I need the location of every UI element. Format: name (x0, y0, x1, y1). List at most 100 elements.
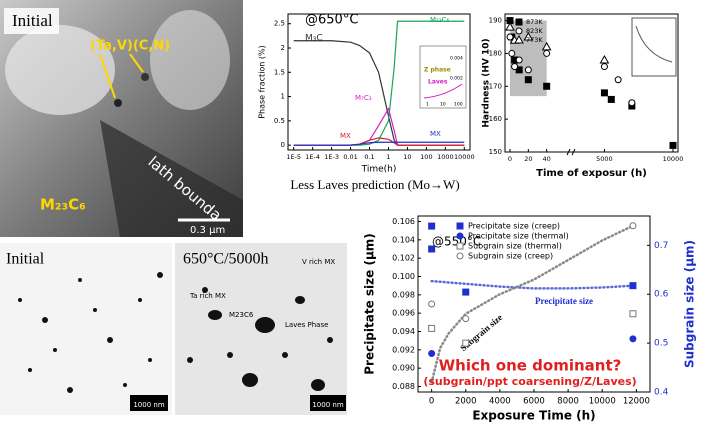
caption: Less Laves prediction (Mo→W) (290, 177, 459, 192)
x-tick-label: 0.01 (343, 153, 357, 161)
y-axis-label: Hardness (HV 10) (482, 38, 492, 127)
x-axis-label: Time of exposur (h) (536, 168, 647, 179)
y2-tick-label: 0.5 (654, 339, 668, 349)
x-tick-label: 40 (543, 155, 551, 163)
y-tick-label: 0.106 (392, 217, 415, 226)
y-tick-label: 0.090 (392, 364, 415, 373)
y2-tick-label: 0.6 (654, 290, 669, 300)
marker (614, 76, 622, 84)
y-tick-label: 150 (489, 148, 502, 156)
y2-tick-label: 0.7 (654, 241, 668, 251)
fit-label: Precipitate size (535, 296, 593, 306)
x-tick-label: 4000 (489, 397, 511, 407)
x-tick-label: 10000 (589, 397, 616, 407)
inset-text: 0.004 (450, 56, 463, 62)
fit-line (430, 224, 635, 384)
annotation: (Ta,V)(C,N) (90, 39, 170, 54)
legend-marker (456, 242, 464, 250)
marker (428, 324, 436, 332)
x-tick-label: 10000 (663, 155, 684, 163)
marker (524, 76, 532, 84)
inset-text: Laves (428, 79, 448, 86)
marker (428, 222, 436, 230)
x-tick-label: 100 (420, 153, 432, 161)
marker (541, 41, 552, 51)
marker (629, 222, 637, 230)
x-tick-label: 1000 (437, 153, 454, 161)
inset-curve (635, 25, 673, 63)
y-tick-label: 0.5 (274, 117, 285, 125)
y-tick-label: 1.5 (274, 68, 285, 76)
series-label: M₂₃C₆ (430, 16, 450, 24)
marker (515, 56, 523, 64)
marker (629, 310, 637, 318)
marker (462, 315, 470, 323)
sem-image: Initial 1000 nm (0, 243, 172, 415)
marker (669, 141, 677, 149)
legend-label: Subgrain size (thermal) (468, 242, 562, 251)
inset-text: 1 (426, 102, 429, 108)
marker (600, 89, 608, 97)
marker (428, 245, 436, 253)
image-label: Initial (12, 11, 53, 30)
marker (629, 335, 637, 343)
legend-marker (456, 252, 464, 260)
legend-label: Subgrain size (creep) (468, 252, 553, 261)
marker (543, 82, 551, 90)
sem-image: 650°C/5000h V rich MX Ta rich MX M23C6 L… (175, 243, 347, 415)
marker (515, 66, 523, 74)
y2-tick-label: 0.4 (654, 388, 669, 398)
x-axis-label: Time(h) (361, 165, 397, 175)
inset-curve (423, 83, 463, 99)
marker (629, 282, 637, 290)
annotation: M₂₃C₆ (40, 196, 86, 214)
y-tick-label: 0 (281, 141, 285, 149)
y-tick-label: 0.094 (392, 327, 415, 336)
y-tick-label: 0.088 (392, 382, 415, 391)
y-tick-label: 0.100 (392, 272, 415, 281)
x-tick-label: 20 (524, 155, 532, 163)
plot-frame (287, 13, 471, 151)
marker (599, 54, 610, 64)
legend-label: 773K (526, 36, 543, 44)
plot-frame (504, 13, 679, 153)
y-tick-label: 0.096 (392, 309, 415, 318)
inset (631, 17, 677, 77)
annotation: Laves Phase (285, 321, 328, 329)
chart-title: @550°C (432, 235, 481, 249)
x-tick-label: 1E-3 (324, 153, 339, 161)
y-tick-label: 1 (281, 93, 285, 101)
x-tick-label: 0 (508, 155, 512, 163)
y-tick-label: 0.098 (392, 290, 415, 299)
legend-label: 873K (526, 18, 543, 26)
marker (523, 31, 534, 41)
y-tick-label: 180 (489, 49, 502, 57)
x-axis-label: Exposure Time (h) (472, 409, 595, 423)
marker (524, 66, 532, 74)
fit-line (430, 279, 635, 290)
legend-marker (514, 34, 524, 44)
inset-text: 100 (454, 102, 463, 108)
x-tick-label: 1E-4 (305, 153, 320, 161)
marker (506, 33, 514, 41)
legend-marker (515, 27, 523, 35)
annotation: Which one dominant? (439, 357, 622, 375)
y-axis-label: Phase fraction (%) (258, 45, 267, 119)
annotation: M23C6 (229, 311, 254, 319)
line (293, 141, 465, 146)
x-tick-label: 1 (386, 153, 390, 161)
x-tick-label: 6000 (523, 397, 545, 407)
x-tick-label: 12000 (623, 397, 650, 407)
chart-title: @650°C (305, 13, 358, 28)
inset-text: 0.002 (450, 76, 463, 82)
y-tick-label: 2 (281, 44, 285, 52)
marker (508, 49, 516, 57)
x-tick-label: 0 (429, 397, 434, 407)
scale-bar: 1000 nm (312, 401, 343, 409)
inset-text: 10 (440, 102, 446, 108)
legend-label: Precipitate size (creep) (468, 222, 560, 231)
axis-break (566, 148, 576, 156)
marker (462, 288, 470, 296)
x-tick-label: 0.1 (364, 153, 374, 161)
marker (607, 95, 615, 103)
